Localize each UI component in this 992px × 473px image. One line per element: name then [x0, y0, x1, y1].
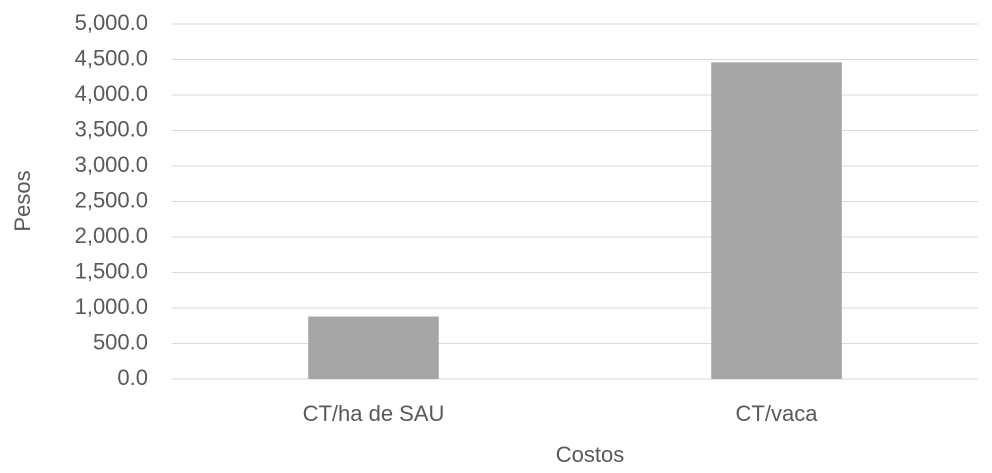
y-axis-label: Pesos — [10, 170, 35, 231]
y-tick-label: 3,000.0 — [75, 152, 148, 177]
y-tick-label: 1,000.0 — [75, 294, 148, 319]
y-tick-label: 2,000.0 — [75, 223, 148, 248]
y-tick-label: 1,500.0 — [75, 258, 148, 283]
bar — [308, 316, 439, 379]
y-tick-label: 0.0 — [117, 365, 148, 390]
y-tick-label: 4,500.0 — [75, 45, 148, 70]
y-tick-label: 2,500.0 — [75, 187, 148, 212]
x-tick-label: CT/vaca — [736, 401, 819, 426]
y-tick-label: 4,000.0 — [75, 81, 148, 106]
y-tick-label: 5,000.0 — [75, 10, 148, 35]
y-tick-label: 3,500.0 — [75, 116, 148, 141]
x-tick-label: CT/ha de SAU — [303, 401, 445, 426]
bar — [711, 62, 842, 380]
x-axis-label: Costos — [556, 442, 624, 467]
y-tick-label: 500.0 — [93, 329, 148, 354]
